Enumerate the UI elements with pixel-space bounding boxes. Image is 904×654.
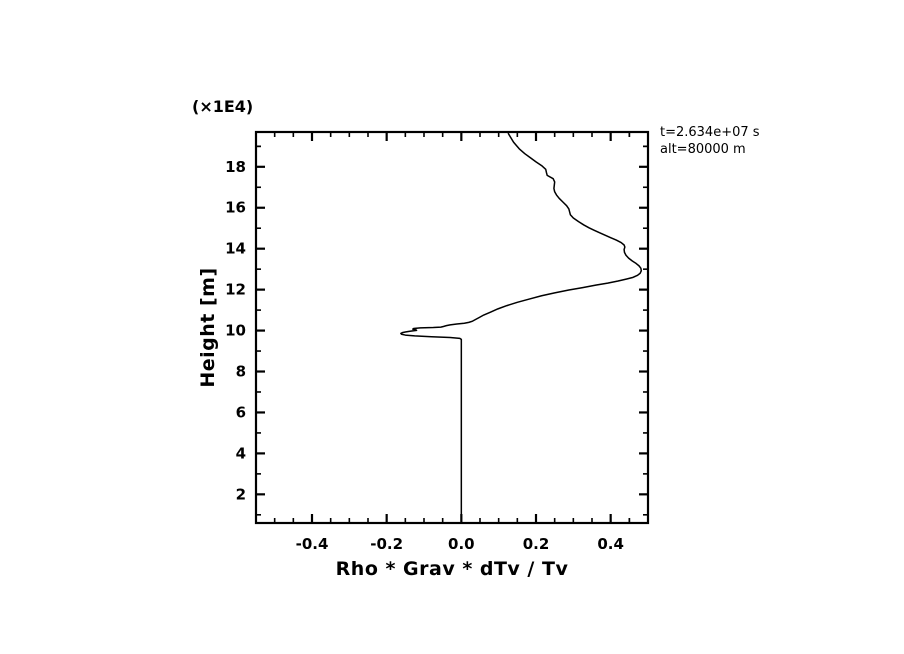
y-tick-label: 4 (236, 444, 246, 462)
y-tick-label: 2 (236, 485, 246, 503)
x-tick-label: -0.2 (370, 535, 403, 553)
y-axis-title-text: Height [m] (197, 267, 219, 387)
plot-frame (254, 130, 650, 525)
x-tick-label: 0.2 (523, 535, 550, 553)
y-tick-label: 12 (225, 281, 246, 299)
y-tick-label: 10 (225, 322, 246, 340)
annotation-altitude-text: alt=80000 m (660, 142, 746, 157)
y-tick-label: 8 (236, 363, 246, 381)
y-tick-label: 18 (225, 158, 246, 176)
x-tick-label: 0.4 (597, 535, 624, 553)
data-curve-series-0 (400, 132, 643, 524)
y-tick-label: 6 (236, 403, 246, 421)
y-tick-label: 16 (225, 199, 246, 217)
x-axis-title-text: Rho * Grav * dTv / Tv (336, 558, 569, 580)
y-tick-label: 14 (225, 240, 246, 258)
annotation-time-text: t=2.634e+07 s (660, 125, 760, 140)
y-axis-multiplier-text: (×1E4) (192, 97, 253, 116)
x-tick-label: -0.4 (296, 535, 329, 553)
x-tick-label: 0.0 (448, 535, 475, 553)
